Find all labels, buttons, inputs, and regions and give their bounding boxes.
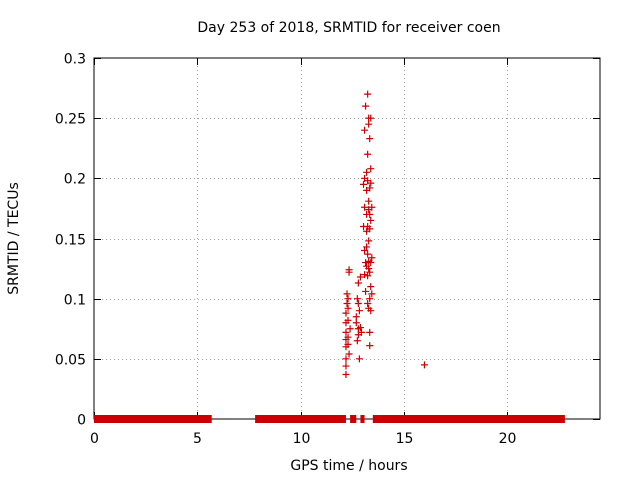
data-point bbox=[355, 307, 363, 315]
data-point bbox=[368, 254, 376, 262]
data-point bbox=[352, 319, 360, 327]
data-point bbox=[344, 340, 352, 348]
data-point bbox=[362, 102, 370, 110]
scatter-points bbox=[94, 90, 565, 423]
data-point bbox=[364, 90, 372, 98]
data-point bbox=[363, 168, 371, 176]
data-point bbox=[356, 273, 364, 281]
data-point bbox=[364, 299, 372, 307]
data-point bbox=[363, 243, 371, 251]
data-point bbox=[364, 250, 372, 258]
data-point bbox=[357, 328, 365, 336]
data-point bbox=[360, 180, 368, 188]
y-tick-label: 0.2 bbox=[64, 172, 86, 188]
y-tick-label: 0 bbox=[77, 413, 86, 429]
data-point bbox=[342, 362, 350, 370]
data-point bbox=[367, 259, 375, 267]
zero-value-band bbox=[350, 415, 357, 423]
data-point bbox=[343, 290, 351, 298]
data-point bbox=[366, 184, 374, 192]
data-point bbox=[365, 265, 373, 273]
data-point bbox=[367, 283, 375, 291]
y-tick-label: 0.3 bbox=[64, 52, 86, 68]
x-tick-label: 5 bbox=[193, 431, 202, 447]
data-point bbox=[352, 313, 360, 321]
data-point bbox=[420, 361, 428, 369]
data-point bbox=[366, 225, 374, 233]
data-point bbox=[367, 216, 375, 224]
data-point bbox=[355, 355, 363, 363]
data-point bbox=[342, 328, 350, 336]
data-point bbox=[353, 295, 361, 303]
data-point bbox=[343, 299, 351, 307]
data-point bbox=[344, 316, 352, 324]
data-point bbox=[366, 135, 374, 143]
data-point bbox=[354, 279, 362, 287]
axis-ticks: 0 0.05 0.1 0.15 0.2 0.25 0.3 0 5 10 15 20 bbox=[55, 52, 600, 447]
data-point bbox=[346, 325, 354, 333]
data-point bbox=[366, 295, 374, 303]
data-point bbox=[366, 268, 374, 276]
zero-value-band bbox=[360, 415, 365, 423]
data-point bbox=[367, 307, 375, 315]
grid bbox=[94, 58, 600, 419]
data-point bbox=[342, 370, 350, 378]
data-point bbox=[364, 272, 372, 280]
y-tick-label: 0.25 bbox=[55, 112, 86, 128]
data-point bbox=[365, 237, 373, 245]
data-point bbox=[367, 165, 375, 173]
data-point bbox=[361, 271, 369, 279]
data-point bbox=[366, 210, 374, 218]
data-point bbox=[361, 126, 369, 134]
data-point bbox=[345, 350, 353, 358]
y-tick-label: 0.05 bbox=[55, 353, 86, 369]
data-point bbox=[353, 337, 361, 345]
data-point bbox=[344, 333, 352, 341]
zero-value-band bbox=[94, 415, 212, 423]
data-point bbox=[365, 120, 373, 128]
data-point bbox=[344, 304, 352, 312]
data-point bbox=[366, 342, 374, 350]
data-point bbox=[342, 309, 350, 317]
data-point bbox=[345, 268, 353, 276]
x-tick-label: 15 bbox=[396, 431, 414, 447]
data-point bbox=[362, 287, 370, 295]
y-tick-label: 0.15 bbox=[55, 233, 86, 249]
x-tick-label: 20 bbox=[499, 431, 517, 447]
plot-frame bbox=[93, 57, 601, 420]
chart-title: Day 253 of 2018, SRMTID for receiver coe… bbox=[197, 20, 500, 36]
data-point bbox=[368, 203, 376, 211]
data-point bbox=[364, 150, 372, 158]
data-point bbox=[354, 299, 362, 307]
zero-value-band bbox=[372, 415, 565, 423]
x-tick-label: 0 bbox=[90, 431, 99, 447]
data-point bbox=[342, 355, 350, 363]
data-point bbox=[365, 197, 373, 205]
y-tick-label: 0.1 bbox=[64, 293, 86, 309]
data-point bbox=[344, 295, 352, 303]
zero-value-band bbox=[255, 415, 346, 423]
data-point bbox=[361, 247, 369, 255]
y-axis-label: SRMTID / TECUs bbox=[6, 182, 22, 295]
data-point bbox=[356, 324, 364, 332]
x-axis-label: GPS time / hours bbox=[290, 458, 407, 474]
data-point bbox=[361, 203, 369, 211]
x-tick-label: 10 bbox=[293, 431, 311, 447]
data-point bbox=[367, 114, 375, 122]
data-point bbox=[366, 328, 374, 336]
data-point bbox=[368, 290, 376, 298]
data-point bbox=[367, 179, 375, 187]
